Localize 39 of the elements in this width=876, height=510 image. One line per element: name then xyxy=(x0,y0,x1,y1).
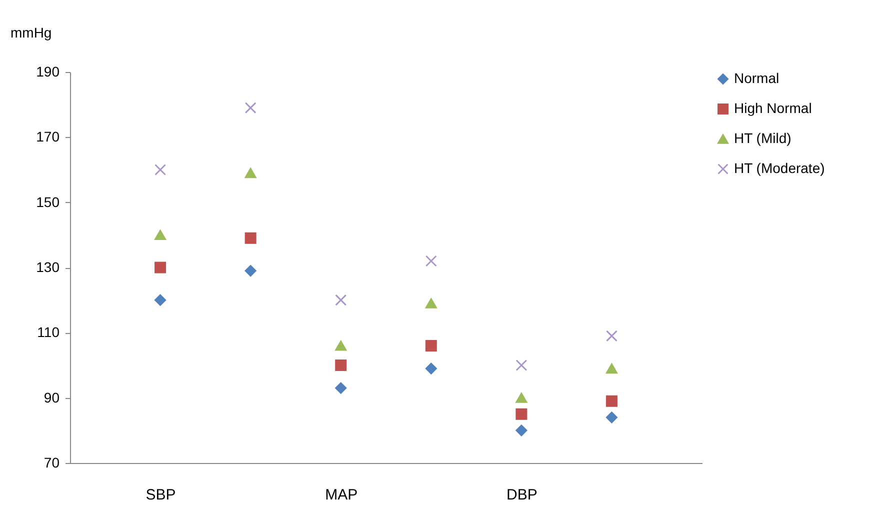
x-tick-label: SBP xyxy=(146,486,176,504)
point xyxy=(606,363,618,374)
legend-label: HT (Moderate) xyxy=(734,160,825,176)
point xyxy=(425,255,437,267)
point xyxy=(154,294,166,306)
legend-label: HT (Mild) xyxy=(734,130,792,146)
y-axis-title: mmHg xyxy=(10,24,52,40)
point xyxy=(425,362,437,374)
point xyxy=(606,395,618,407)
point xyxy=(154,262,166,274)
y-tick-label: 90 xyxy=(44,389,60,406)
point xyxy=(425,340,437,352)
point xyxy=(516,408,528,420)
point xyxy=(154,164,166,176)
y-tick-label: 70 xyxy=(44,454,60,470)
y-tick-label: 130 xyxy=(36,259,60,275)
point xyxy=(244,232,256,244)
point xyxy=(244,265,256,277)
y-tick-label: 190 xyxy=(36,64,60,80)
point xyxy=(154,230,166,240)
point xyxy=(335,294,347,306)
point xyxy=(606,330,618,342)
point xyxy=(425,298,437,308)
point xyxy=(244,102,256,114)
y-tick-label: 170 xyxy=(36,128,60,145)
legend-label: High Normal xyxy=(734,100,812,116)
point xyxy=(516,392,528,403)
y-tick-label: 150 xyxy=(36,194,60,210)
point xyxy=(335,382,347,394)
legend-label: Normal xyxy=(734,70,780,86)
point xyxy=(335,340,347,351)
x-tick-label: DBP xyxy=(506,486,538,504)
x-tick-label: MAP xyxy=(325,486,358,504)
point xyxy=(606,412,618,424)
point xyxy=(244,168,256,178)
point xyxy=(516,360,528,371)
point xyxy=(516,424,528,436)
y-tick-label: 110 xyxy=(37,324,60,340)
point xyxy=(335,360,347,371)
